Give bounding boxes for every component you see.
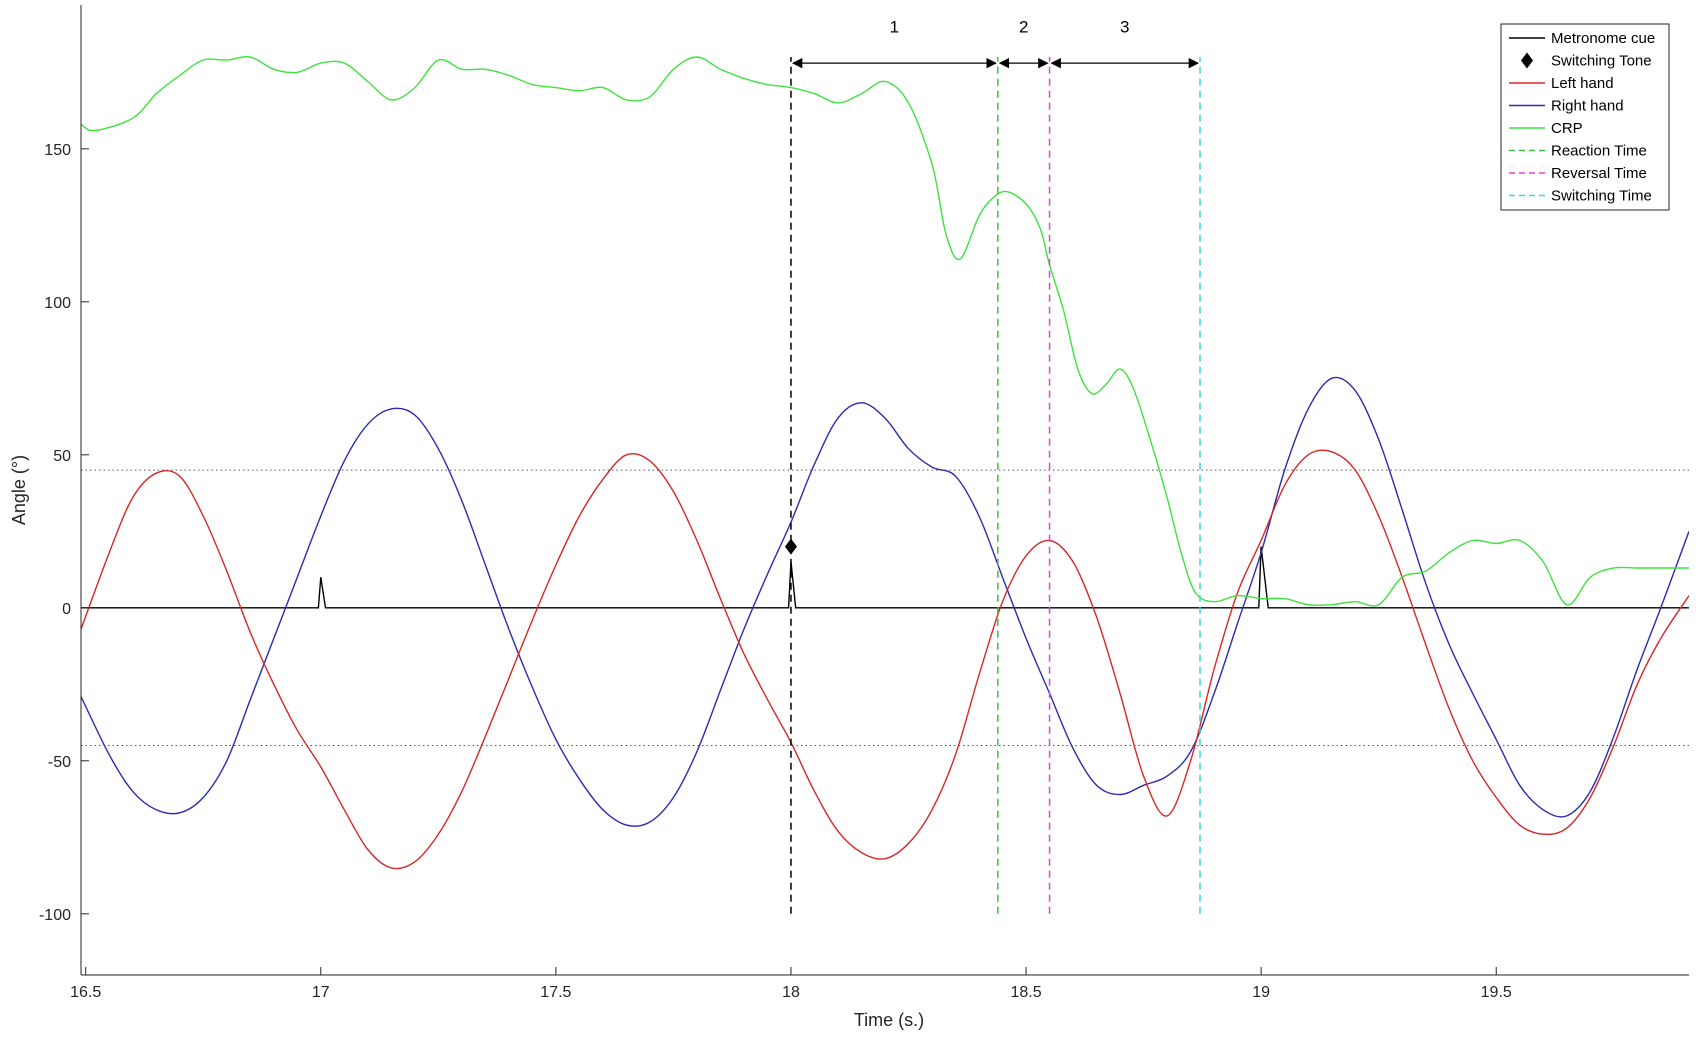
event-lines bbox=[790, 57, 1201, 914]
interval-label-3: 3 bbox=[1120, 17, 1129, 36]
legend-label-switching-time: Switching Time bbox=[1551, 188, 1652, 205]
series-right-hand bbox=[81, 376, 1689, 827]
legend-swatch-switching-tone bbox=[1521, 52, 1533, 69]
y-axis-label: Angle (°) bbox=[9, 455, 29, 525]
series-left-hand bbox=[81, 449, 1689, 870]
legend-box bbox=[1500, 23, 1670, 211]
legend-label-switching-tone: Switching Tone bbox=[1551, 53, 1652, 70]
axes: 16.5 17 17.5 18 18.5 19 19.5 -100 -50 0 50 100 150 bbox=[39, 5, 1689, 1001]
interval-annotations: 1 2 3 bbox=[791, 17, 1200, 69]
legend-label-metronome-cue: Metronome cue bbox=[1551, 30, 1655, 47]
series-crp bbox=[81, 55, 1689, 607]
y-tick-label: 150 bbox=[44, 142, 71, 159]
y-tick-label: 0 bbox=[62, 601, 71, 618]
legend-label-reversal-time: Reversal Time bbox=[1551, 165, 1647, 182]
legend-label-reaction-time: Reaction Time bbox=[1551, 143, 1647, 160]
x-tick-label: 18 bbox=[782, 984, 800, 1001]
x-tick-label: 19 bbox=[1252, 984, 1270, 1001]
interval-label-1: 1 bbox=[890, 17, 899, 36]
x-axis-label: Time (s.) bbox=[854, 1010, 924, 1030]
x-tick-label: 17.5 bbox=[540, 984, 571, 1001]
x-tick-label: 19.5 bbox=[1481, 984, 1512, 1001]
marker-switching-tone bbox=[784, 538, 797, 555]
legend-label-right-hand: Right hand bbox=[1551, 98, 1624, 115]
interval-label-2: 2 bbox=[1019, 17, 1028, 36]
x-tick-label: 16.5 bbox=[70, 984, 101, 1001]
y-tick-label: -50 bbox=[48, 754, 71, 771]
x-tick-label: 17 bbox=[312, 984, 330, 1001]
legend-label-left-hand: Left hand bbox=[1551, 75, 1614, 92]
x-tick-label: 18.5 bbox=[1010, 984, 1041, 1001]
markers bbox=[784, 538, 797, 555]
y-tick-label: -100 bbox=[39, 907, 71, 924]
legend-label-crp: CRP bbox=[1551, 120, 1583, 137]
y-tick-label: 100 bbox=[44, 295, 71, 312]
legend: Metronome cue Switching Tone Left hand Righ… bbox=[1500, 23, 1670, 211]
plot-background bbox=[81, 5, 1689, 975]
y-tick-label: 50 bbox=[53, 448, 71, 465]
